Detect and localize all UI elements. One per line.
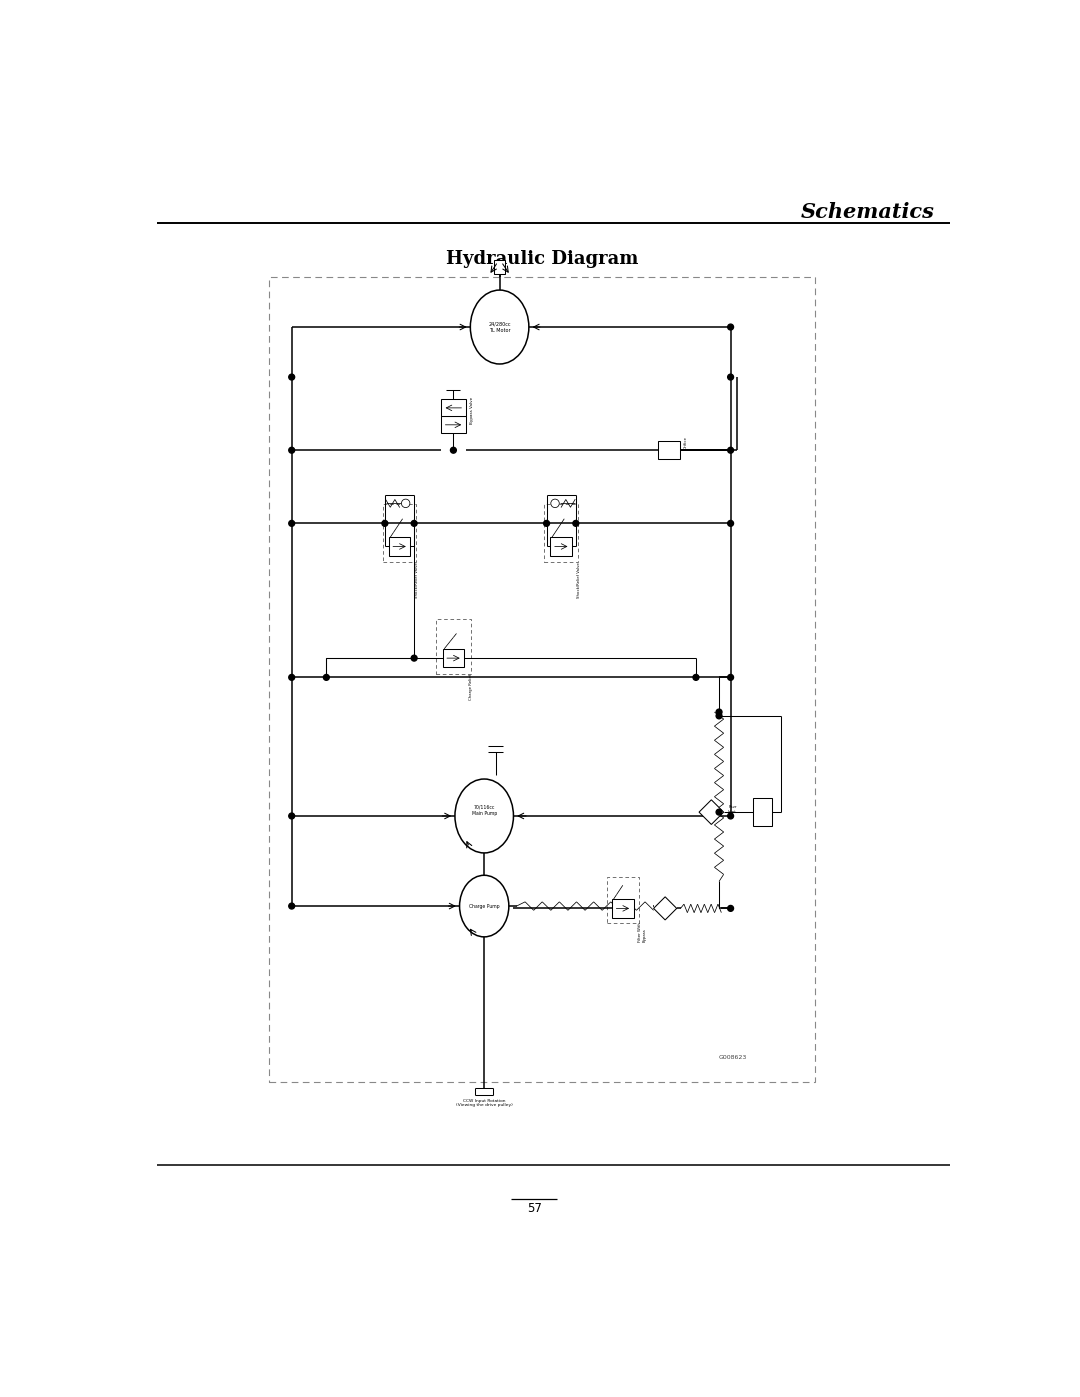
Text: 24/280cc
TL Motor: 24/280cc TL Motor <box>488 321 511 332</box>
Circle shape <box>411 521 417 527</box>
Bar <box>441 416 465 433</box>
Bar <box>607 877 639 923</box>
Bar <box>441 400 465 416</box>
Ellipse shape <box>460 876 509 937</box>
Bar <box>612 900 634 918</box>
Text: Filter With
Bypass: Filter With Bypass <box>638 922 647 942</box>
Text: CCW Input Rotation
(Viewing the drive pulley): CCW Input Rotation (Viewing the drive pu… <box>456 1098 513 1108</box>
Ellipse shape <box>470 291 529 365</box>
Circle shape <box>382 521 388 527</box>
Circle shape <box>728 374 733 380</box>
Bar <box>269 277 815 1081</box>
Circle shape <box>693 675 699 680</box>
Text: 70/116cc
Main Pump: 70/116cc Main Pump <box>472 805 497 816</box>
Circle shape <box>728 324 733 330</box>
Circle shape <box>288 521 295 527</box>
Text: Bypass Valve: Bypass Valve <box>470 397 474 423</box>
Bar <box>753 798 772 826</box>
Circle shape <box>402 499 410 507</box>
Circle shape <box>716 710 721 715</box>
Bar <box>435 619 471 675</box>
Circle shape <box>543 521 550 527</box>
Bar <box>495 260 505 274</box>
Circle shape <box>288 813 295 819</box>
Text: Charge Relief: Charge Relief <box>469 675 473 700</box>
Text: Shock/Relief Valve: Shock/Relief Valve <box>577 562 581 598</box>
Circle shape <box>728 521 733 527</box>
Circle shape <box>450 447 457 453</box>
Bar <box>658 441 679 460</box>
Polygon shape <box>653 897 677 921</box>
Text: Shock/Relief Valve: Shock/Relief Valve <box>415 562 419 598</box>
Circle shape <box>716 809 721 814</box>
Text: 57: 57 <box>527 1201 542 1215</box>
Text: Orifice: Orifice <box>684 436 688 448</box>
Bar <box>544 504 578 562</box>
Circle shape <box>288 374 295 380</box>
Bar <box>389 538 410 556</box>
Circle shape <box>551 499 559 507</box>
Circle shape <box>288 902 295 909</box>
Circle shape <box>288 675 295 680</box>
Text: Rsvr
Vent: Rsvr Vent <box>728 805 737 813</box>
Bar <box>551 538 572 556</box>
Circle shape <box>323 675 329 680</box>
Text: Hydraulic Diagram: Hydraulic Diagram <box>446 250 638 268</box>
Text: Schematics: Schematics <box>800 203 934 222</box>
Circle shape <box>716 712 721 719</box>
Circle shape <box>728 813 733 819</box>
Bar <box>443 648 464 668</box>
Circle shape <box>572 521 579 527</box>
Circle shape <box>411 655 417 661</box>
Circle shape <box>728 675 733 680</box>
Circle shape <box>728 905 733 911</box>
Ellipse shape <box>455 780 513 854</box>
Bar <box>382 504 417 562</box>
Text: G008623: G008623 <box>719 1055 747 1060</box>
Text: Charge Pump: Charge Pump <box>469 904 500 908</box>
Circle shape <box>728 447 733 453</box>
Polygon shape <box>699 800 724 824</box>
Circle shape <box>288 447 295 453</box>
